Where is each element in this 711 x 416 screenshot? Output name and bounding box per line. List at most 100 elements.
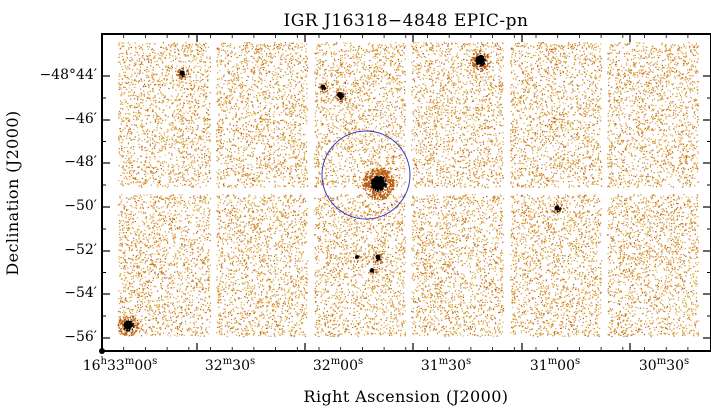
photon-count	[167, 66, 169, 69]
photon-count	[168, 65, 170, 67]
photon-count	[179, 84, 181, 86]
photon-count	[282, 48, 284, 50]
photon-count	[118, 151, 120, 153]
photon-count	[166, 78, 168, 80]
photon-count	[199, 47, 201, 49]
photon-count	[173, 45, 175, 47]
photon-count	[285, 170, 288, 172]
photon-count	[188, 200, 190, 202]
photon-count	[182, 264, 185, 266]
photon-count	[152, 315, 154, 317]
photon-count	[160, 141, 163, 143]
photon-count	[159, 84, 161, 86]
photon-count	[298, 154, 300, 156]
photon-count	[233, 135, 235, 137]
photon-count	[174, 321, 176, 323]
photon-count	[153, 213, 155, 215]
photon-count	[274, 166, 276, 169]
photon-count	[184, 183, 186, 186]
photon-count	[161, 93, 163, 95]
photon-count	[227, 173, 229, 175]
photon-count	[152, 262, 154, 265]
photon-count	[204, 291, 206, 293]
photon-count	[164, 215, 167, 217]
photon-count	[299, 62, 301, 64]
photon-count	[207, 302, 209, 304]
photon-count	[242, 48, 244, 50]
photon-count	[232, 118, 234, 120]
photon-count	[264, 44, 266, 46]
photon-count	[186, 51, 189, 53]
ccd-chip-0-0	[118, 42, 212, 188]
photon-count	[186, 269, 188, 271]
photon-count	[171, 293, 173, 295]
photon-count	[137, 118, 139, 120]
photon-count	[281, 59, 283, 61]
photon-count	[161, 127, 163, 129]
photon-count	[140, 102, 142, 104]
photon-count	[172, 321, 174, 323]
photon-count	[264, 107, 266, 109]
photon-count	[128, 246, 130, 248]
photon-count	[176, 159, 178, 161]
photon-count	[207, 254, 209, 256]
photon-count	[185, 323, 187, 325]
photon-count	[177, 272, 179, 274]
photon-count	[241, 172, 243, 174]
photon-count	[279, 89, 281, 91]
photon-count	[228, 167, 230, 170]
photon-count	[121, 213, 123, 215]
photon-count	[173, 236, 175, 238]
photon-count	[178, 150, 180, 152]
photon-count	[203, 262, 205, 264]
photon-count	[190, 182, 192, 184]
photon-count	[253, 96, 255, 98]
photon-count	[188, 329, 190, 331]
photon-count	[186, 297, 188, 299]
photon-count	[273, 116, 275, 118]
photon-count	[251, 140, 253, 142]
photon-count	[205, 173, 207, 175]
photon-count	[193, 202, 195, 204]
photon-count	[249, 178, 251, 180]
photon-count	[164, 114, 166, 116]
photon-count	[200, 332, 202, 334]
photon-count	[283, 176, 285, 178]
photon-count	[120, 201, 122, 203]
photon-count	[207, 289, 210, 291]
photon-count	[269, 53, 271, 55]
photon-count	[199, 167, 201, 169]
photon-count	[187, 112, 189, 114]
photon-count	[301, 112, 303, 114]
photon-count	[190, 186, 193, 188]
photon-count	[188, 222, 190, 224]
photon-count	[218, 186, 220, 188]
photon-count	[172, 237, 174, 239]
photon-count	[122, 183, 124, 185]
photon-count	[150, 270, 152, 272]
photon-count	[187, 270, 189, 272]
photon-count	[138, 272, 140, 274]
photon-count	[208, 169, 211, 172]
photon-count	[172, 170, 174, 172]
photon-count	[223, 133, 225, 135]
photon-count	[127, 235, 129, 237]
photon-count	[242, 108, 245, 110]
photon-count	[183, 51, 185, 53]
photon-count	[173, 126, 175, 128]
photon-count	[202, 74, 204, 76]
photon-count	[235, 158, 237, 160]
photon-count	[191, 101, 193, 103]
photon-count	[261, 172, 263, 174]
photon-count	[138, 294, 141, 296]
photon-count	[149, 53, 151, 55]
photon-count	[153, 167, 155, 169]
photon-count	[165, 318, 167, 320]
photon-count	[170, 221, 172, 223]
photon-count	[168, 332, 170, 334]
photon-count	[145, 100, 147, 102]
photon-count	[283, 156, 285, 158]
photon-count	[170, 122, 172, 124]
photon-count	[150, 245, 152, 247]
photon-count	[185, 261, 187, 264]
